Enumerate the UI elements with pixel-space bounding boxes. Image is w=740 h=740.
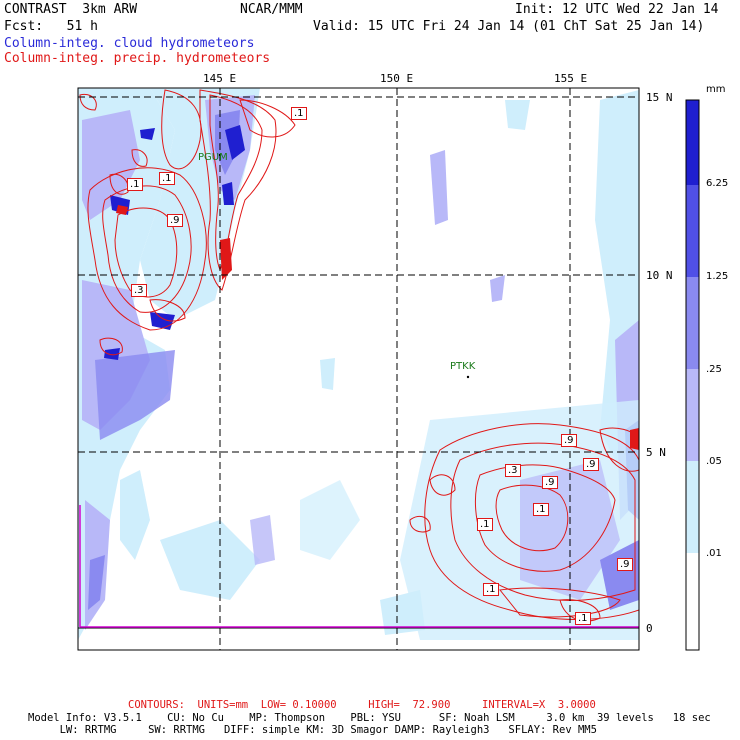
valid-time: Valid: 15 UTC Fri 24 Jan 14 (01 ChT Sat … <box>313 19 705 34</box>
legend-label-.01: .01 <box>706 548 722 559</box>
field-precip-label: Column-integ. precip. hydrometeors <box>4 51 271 66</box>
latlon-grid <box>78 88 639 650</box>
contour-label: .1 <box>127 178 143 191</box>
contour-label: .9 <box>617 558 633 571</box>
contour-label: .9 <box>167 214 183 227</box>
contour-label: .3 <box>131 284 147 297</box>
contour-label: .1 <box>575 612 591 625</box>
lon-label-150: 150 E <box>380 72 414 85</box>
contour-label: .1 <box>533 503 549 516</box>
contour-label: .1 <box>159 172 175 185</box>
heavy-cores <box>104 125 245 360</box>
contour-label: .9 <box>583 458 599 471</box>
contour-label: .9 <box>542 476 558 489</box>
lon-label-155: 155 E <box>554 72 588 85</box>
lat-label-0: 0 <box>646 622 653 635</box>
map-frame <box>77 87 640 651</box>
field-cloud-label: Column-integ. cloud hydrometeors <box>4 36 255 51</box>
model-title: CONTRAST 3km ARW <box>4 2 138 17</box>
station-label-ptkk: PTKK <box>450 361 476 372</box>
station-dot-pgum <box>218 153 222 157</box>
legend-label-1.25: 1.25 <box>706 271 729 282</box>
org-label: NCAR/MMM <box>240 2 303 17</box>
contour-label: .1 <box>477 518 493 531</box>
lat-label-5n: 5 N <box>646 446 666 459</box>
legend-colorbar <box>685 99 700 651</box>
contour-label: .1 <box>483 583 499 596</box>
contour-label: .1 <box>291 107 307 120</box>
contour-label: .3 <box>505 464 521 477</box>
station-dot-ptkk <box>466 375 470 379</box>
contour-label: .9 <box>561 434 577 447</box>
legend-label-6.25: 6.25 <box>706 178 729 189</box>
contour-info: CONTOURS: UNITS=mm LOW= 0.10000 HIGH= 72… <box>128 699 596 711</box>
station-label-pgum: PGUM <box>198 152 228 163</box>
model-info-line1: Model Info: V3.5.1 CU: No Cu MP: Thompso… <box>28 712 711 724</box>
precip-cores-red <box>116 205 639 450</box>
legend-label-.05: .05 <box>706 456 722 467</box>
forecast-hour: Fcst: 51 h <box>4 19 98 34</box>
init-time: Init: 12 UTC Wed 22 Jan 14 <box>515 2 719 17</box>
legend-unit: mm <box>706 84 726 95</box>
lat-label-10n: 10 N <box>646 269 673 282</box>
legend-label-.25: .25 <box>706 364 722 375</box>
lon-label-145: 145 E <box>203 72 237 85</box>
lat-label-15n: 15 N <box>646 91 673 104</box>
model-info-line2: LW: RRTMG SW: RRTMG DIFF: simple KM: 3D … <box>28 724 597 736</box>
